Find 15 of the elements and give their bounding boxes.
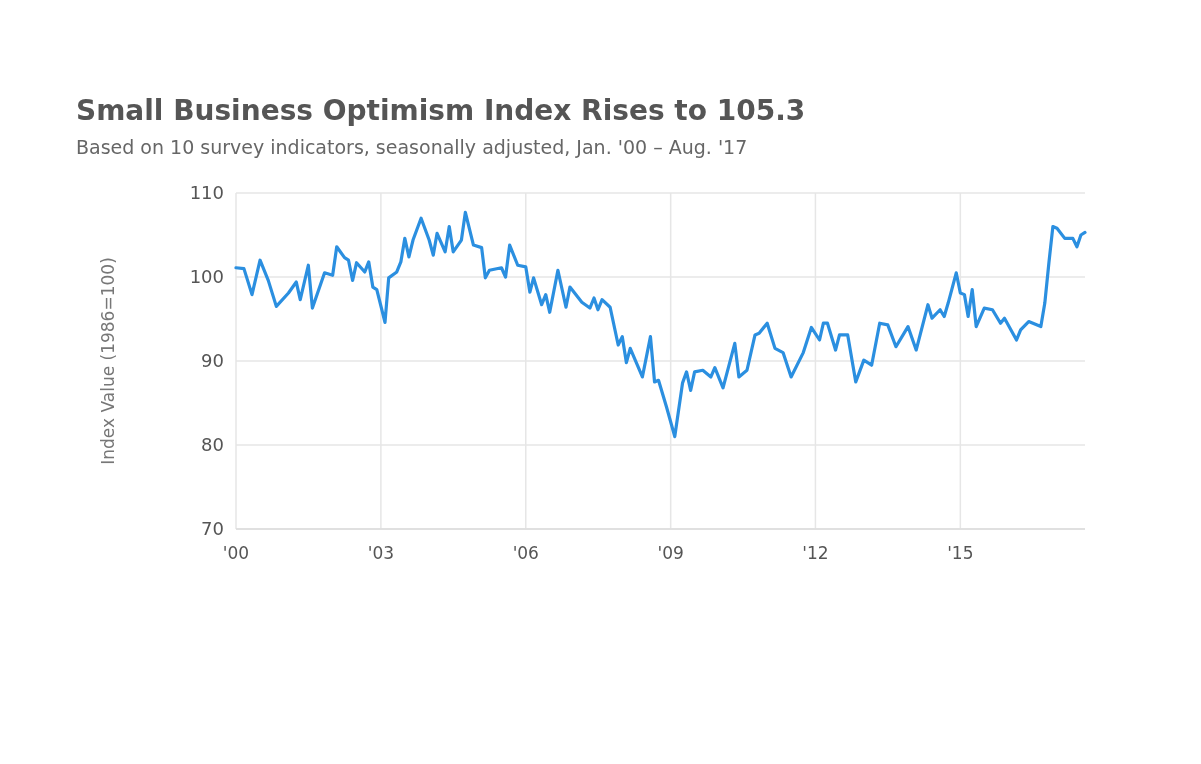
x-tick-label: '03	[367, 543, 395, 563]
chart-subtitle: Based on 10 survey indicators, seasonally adjusted, Jan. '00 – Aug. '17	[76, 136, 748, 158]
y-axis-title: Index Value (1986=100)	[98, 257, 118, 465]
x-tick-label: '00	[222, 543, 250, 563]
chart-title: Small Business Optimism Index Rises to 105.3	[76, 94, 806, 127]
y-tick-label: 100	[189, 266, 224, 288]
x-tick-label: '12	[802, 543, 829, 563]
x-tick-label: '06	[512, 543, 539, 563]
y-tick-label: 80	[201, 434, 224, 456]
line-series	[234, 210, 1087, 439]
x-tick-label: '15	[947, 543, 974, 563]
y-tick-label: 90	[201, 350, 224, 372]
y-tick-label: 70	[201, 518, 224, 540]
x-tick-label: '09	[657, 543, 684, 563]
y-tick-label: 110	[189, 182, 224, 204]
